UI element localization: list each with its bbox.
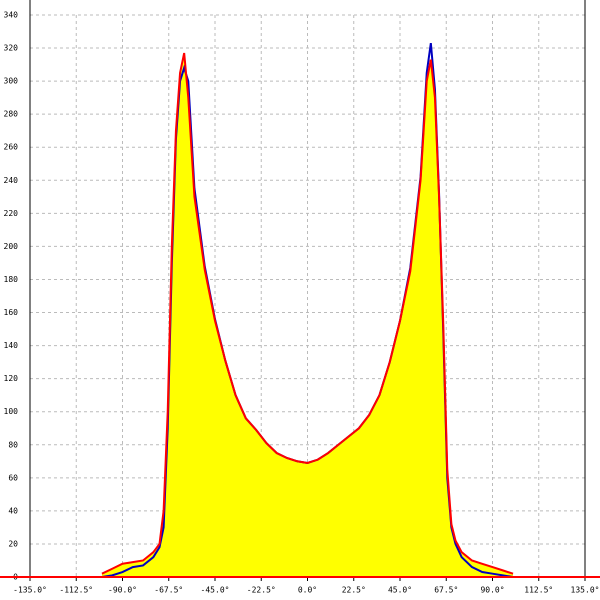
x-tick-label: 45.0° — [388, 586, 412, 595]
x-tick-label: 22.5° — [342, 586, 366, 595]
x-tick-label: -22.5° — [247, 586, 276, 595]
y-tick-label: 240 — [4, 176, 19, 185]
x-tick-label: -67.5° — [154, 586, 183, 595]
y-tick-label: 80 — [8, 440, 18, 449]
x-tick-label: 90.0° — [480, 586, 504, 595]
area — [101, 53, 514, 578]
x-tick-label: -45.0° — [201, 586, 230, 595]
y-tick-label: 140 — [4, 341, 19, 350]
line — [101, 52, 514, 575]
y-tick-label: 160 — [4, 308, 19, 317]
x-tick-label: -135.0° — [13, 586, 47, 595]
x-tick-label: 0.0° — [298, 586, 317, 595]
y-tick-label: 340 — [4, 11, 19, 20]
y-tick-label: 300 — [4, 77, 19, 86]
y-tick-label: 20 — [8, 539, 18, 548]
x-tick-label: 112.5° — [524, 586, 553, 595]
y-tick-label: 260 — [4, 143, 19, 152]
y-tick-label: 180 — [4, 275, 19, 284]
y-tick-label: 100 — [4, 407, 19, 416]
y-tick-label: 320 — [4, 44, 19, 53]
y-tick-label: 280 — [4, 110, 19, 119]
y-tick-label: 220 — [4, 209, 19, 218]
x-tick-label: -112.5° — [59, 586, 93, 595]
y-tick-label: 60 — [8, 473, 18, 482]
x-tick-label: -90.0° — [108, 586, 137, 595]
x-tick-label: 135.0° — [571, 586, 600, 595]
y-tick-label: 40 — [8, 506, 18, 515]
x-tick-label: 67.5° — [434, 586, 458, 595]
y-tick-label: 200 — [4, 242, 19, 251]
y-tick-label: 120 — [4, 374, 19, 383]
